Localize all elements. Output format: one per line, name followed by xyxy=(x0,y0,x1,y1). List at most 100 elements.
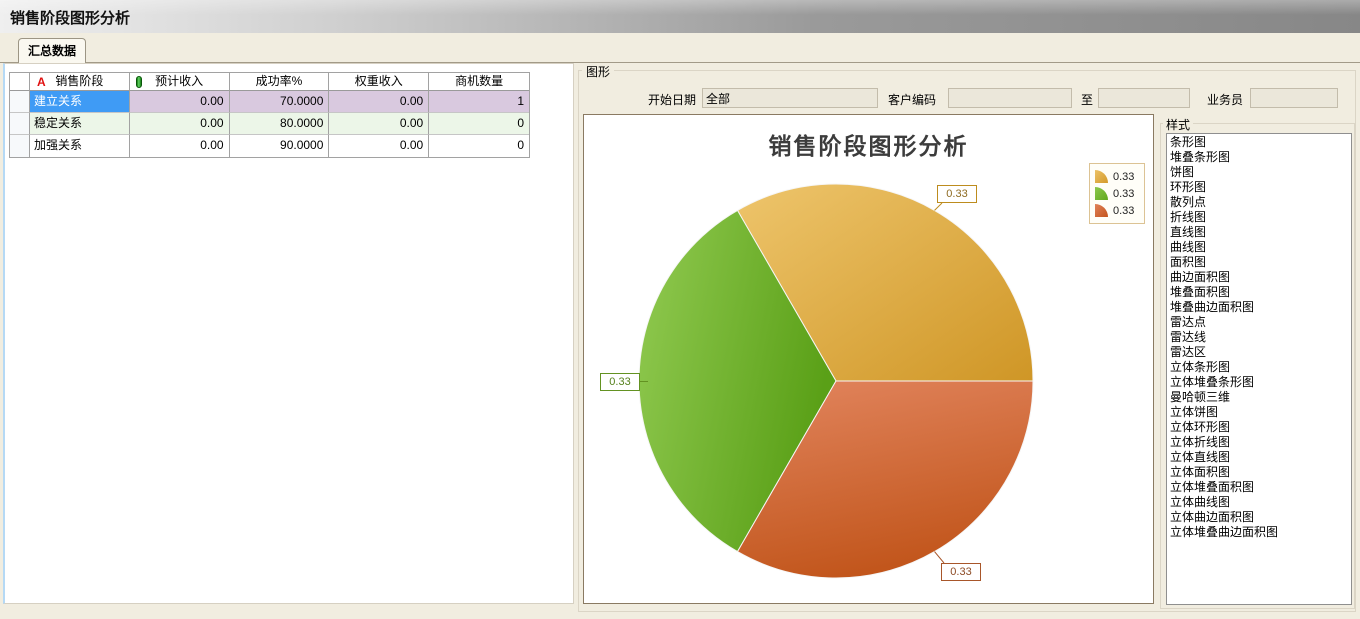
style-list-item[interactable]: 立体堆叠面积图 xyxy=(1170,480,1255,494)
style-groupbox-caption: 样式 xyxy=(1163,116,1194,133)
style-list-item[interactable]: 面积图 xyxy=(1170,255,1207,269)
legend-value: 0.33 xyxy=(1113,204,1135,217)
numeric-column-icon xyxy=(135,76,142,88)
alpha-column-icon: A xyxy=(36,75,46,89)
page-title: 销售阶段图形分析 xyxy=(10,10,131,27)
style-list-item[interactable]: 条形图 xyxy=(1170,135,1207,149)
style-list-item[interactable]: 雷达点 xyxy=(1170,315,1207,329)
style-list-item[interactable]: 直线图 xyxy=(1170,225,1207,239)
table-cell[interactable]: 0.00 xyxy=(329,135,430,157)
table-row: 稳定关系 0.00 80.0000 0.00 0 xyxy=(10,113,530,135)
table-cell-stage-selected[interactable]: 建立关系 xyxy=(29,91,130,113)
style-list-item[interactable]: 立体面积图 xyxy=(1170,465,1231,479)
style-list-item[interactable]: 堆叠面积图 xyxy=(1170,285,1231,299)
legend-value: 0.33 xyxy=(1113,170,1135,183)
style-list-item[interactable]: 堆叠曲边面积图 xyxy=(1170,300,1255,314)
pie-chart xyxy=(638,183,1034,579)
table-row: 建立关系 0.00 70.0000 0.00 1 xyxy=(10,91,530,113)
legend-pie-marker-green xyxy=(1095,187,1108,200)
table-cell[interactable]: 0 xyxy=(429,113,530,135)
window-titlebar: 销售阶段图形分析 xyxy=(0,0,1360,33)
style-list-item[interactable]: 立体堆叠条形图 xyxy=(1170,375,1255,389)
style-list-item[interactable]: 立体直线图 xyxy=(1170,450,1231,464)
style-list-item[interactable]: 立体条形图 xyxy=(1170,360,1231,374)
column-header-label: 成功率% xyxy=(255,74,303,88)
customer-code-to-input[interactable] xyxy=(1098,88,1190,108)
table-cell[interactable]: 0.00 xyxy=(130,135,230,157)
graph-groupbox xyxy=(578,70,1356,612)
table-cell[interactable]: 1 xyxy=(429,91,530,113)
table-cell-stage[interactable]: 稳定关系 xyxy=(29,113,130,135)
column-header-label: 权重收入 xyxy=(354,74,403,88)
start-date-label: 开始日期 xyxy=(648,93,697,107)
tab-summary-data[interactable]: 汇总数据 xyxy=(18,38,87,63)
style-list-item[interactable]: 堆叠条形图 xyxy=(1170,150,1231,164)
style-list-item[interactable]: 立体环形图 xyxy=(1170,420,1231,434)
pie-slice-strengthen[interactable] xyxy=(736,380,1034,579)
legend-entry: 0.33 xyxy=(1095,185,1139,202)
column-header-label: 预计收入 xyxy=(155,74,204,88)
table-cell[interactable]: 0.00 xyxy=(129,91,230,113)
customer-code-label: 客户编码 xyxy=(888,93,937,107)
table-cell[interactable]: 80.0000 xyxy=(229,113,330,135)
style-list-item[interactable]: 曼哈顿三维 xyxy=(1170,390,1231,404)
column-header-success-rate[interactable]: 成功率% xyxy=(229,73,330,91)
to-label: 至 xyxy=(1081,93,1094,107)
legend-value: 0.33 xyxy=(1113,187,1135,200)
style-list-item[interactable]: 立体饼图 xyxy=(1170,405,1219,419)
row-indicator[interactable] xyxy=(10,113,30,135)
style-list-item[interactable]: 立体折线图 xyxy=(1170,435,1231,449)
pie-slice-establish[interactable] xyxy=(736,183,1034,382)
column-header-stage[interactable]: A 销售阶段 xyxy=(29,73,130,91)
pie-value-label: 0.33 xyxy=(937,185,977,203)
style-groupbox xyxy=(1160,123,1355,609)
style-list-item[interactable]: 雷达区 xyxy=(1170,345,1207,359)
graph-groupbox-caption: 图形 xyxy=(582,63,615,80)
style-list-item[interactable]: 雷达线 xyxy=(1170,330,1207,344)
legend-pie-marker-red xyxy=(1095,204,1108,217)
pie-label-connector xyxy=(934,202,943,211)
style-list-item[interactable]: 立体堆叠曲边面积图 xyxy=(1170,525,1279,539)
table-cell[interactable]: 90.0000 xyxy=(230,135,330,157)
table-cell[interactable]: 70.0000 xyxy=(229,91,330,113)
column-header-label: 商机数量 xyxy=(455,74,504,88)
style-list-item[interactable]: 立体曲边面积图 xyxy=(1170,510,1255,524)
style-list-item[interactable]: 立体曲线图 xyxy=(1170,495,1231,509)
table-cell[interactable]: 0.00 xyxy=(129,113,230,135)
column-header-expected-income[interactable]: 预计收入 xyxy=(129,73,230,91)
header-indicator-cell xyxy=(10,73,30,91)
pie-label-connector xyxy=(934,551,945,564)
chart-title: 销售阶段图形分析 xyxy=(768,133,969,160)
start-date-input[interactable] xyxy=(702,88,878,108)
legend-entry: 0.33 xyxy=(1095,168,1139,185)
table-cell[interactable]: 0.00 xyxy=(329,91,430,113)
table-cell-stage[interactable]: 加强关系 xyxy=(30,135,130,157)
style-list-item[interactable]: 曲线图 xyxy=(1170,240,1207,254)
chart-area: 销售阶段图形分析 0.33 0.33 0.33 0.33 0.33 0.33 xyxy=(583,114,1154,604)
column-header-label: 销售阶段 xyxy=(55,74,104,88)
customer-code-input[interactable] xyxy=(948,88,1072,108)
tab-strip: 汇总数据 xyxy=(0,33,1360,63)
legend-pie-marker-orange xyxy=(1095,170,1108,183)
pie-value-label: 0.33 xyxy=(600,373,640,391)
pie-value-label: 0.33 xyxy=(941,563,981,581)
table-cell[interactable]: 0.00 xyxy=(329,113,430,135)
style-list-item[interactable]: 饼图 xyxy=(1170,165,1195,179)
table-cell[interactable]: 0 xyxy=(517,138,525,152)
style-list-item[interactable]: 散列点 xyxy=(1170,195,1207,209)
salesman-label: 业务员 xyxy=(1207,93,1244,107)
column-header-opportunity-count[interactable]: 商机数量 xyxy=(429,73,530,91)
sales-stage-table: A 销售阶段 预计收入 成功率% 权重收入 商机数量 建立关系 0.00 70.… xyxy=(9,72,530,158)
chart-legend: 0.33 0.33 0.33 xyxy=(1089,163,1145,224)
chart-style-list: 条形图 堆叠条形图 饼图 环形图 散列点 折线图 直线图 曲线图 面积图 曲边面… xyxy=(1166,133,1352,605)
column-header-weighted-income[interactable]: 权重收入 xyxy=(329,73,430,91)
style-list-item[interactable]: 曲边面积图 xyxy=(1170,270,1231,284)
table-row: 加强关系 0.00 90.0000 0.00 0 xyxy=(10,135,529,157)
row-indicator[interactable] xyxy=(10,135,30,157)
row-indicator[interactable] xyxy=(10,91,30,113)
style-list-item[interactable]: 环形图 xyxy=(1170,180,1207,194)
style-list-item[interactable]: 折线图 xyxy=(1170,210,1207,224)
table-header-row: A 销售阶段 预计收入 成功率% 权重收入 商机数量 xyxy=(10,73,530,91)
salesman-input[interactable] xyxy=(1250,88,1338,108)
legend-entry: 0.33 xyxy=(1095,202,1139,219)
